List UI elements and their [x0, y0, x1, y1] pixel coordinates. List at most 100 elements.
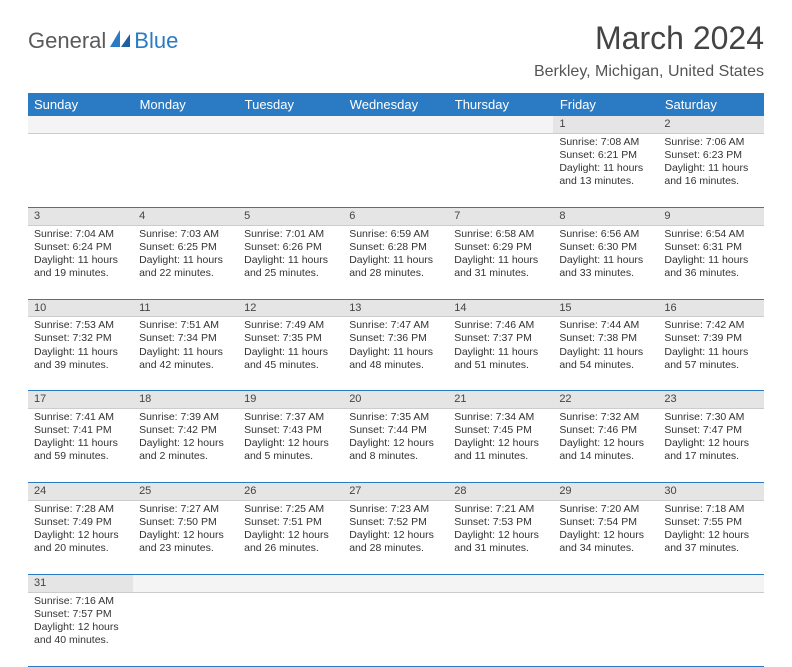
- day-line: Daylight: 12 hours: [349, 529, 442, 542]
- day-number-cell: 22: [553, 391, 658, 409]
- day-line: Sunset: 7:36 PM: [349, 332, 442, 345]
- day-data-cell: Sunrise: 7:23 AMSunset: 7:52 PMDaylight:…: [343, 500, 448, 574]
- day-line: Sunset: 6:26 PM: [244, 241, 337, 254]
- day-data-cell: Sunrise: 7:04 AMSunset: 6:24 PMDaylight:…: [28, 225, 133, 299]
- day-number-cell: 14: [448, 299, 553, 317]
- day-line: Daylight: 11 hours: [34, 254, 127, 267]
- day-line: and 2 minutes.: [139, 450, 232, 463]
- day-number-cell: 19: [238, 391, 343, 409]
- day-number-cell: 26: [238, 483, 343, 501]
- day-line: and 19 minutes.: [34, 267, 127, 280]
- calendar-data-row: Sunrise: 7:16 AMSunset: 7:57 PMDaylight:…: [28, 592, 764, 666]
- day-number-cell: [343, 116, 448, 133]
- day-number-cell: [343, 574, 448, 592]
- calendar-body: 12 Sunrise: 7:08 AMSunset: 6:21 PMDaylig…: [28, 116, 764, 666]
- calendar-daynum-row: 17181920212223: [28, 391, 764, 409]
- day-number-cell: [238, 574, 343, 592]
- day-line: Sunset: 7:54 PM: [559, 516, 652, 529]
- day-line: Daylight: 11 hours: [349, 254, 442, 267]
- day-header: Monday: [133, 93, 238, 116]
- day-number-cell: 31: [28, 574, 133, 592]
- day-line: and 57 minutes.: [664, 359, 757, 372]
- day-number-cell: 8: [553, 207, 658, 225]
- calendar-data-row: Sunrise: 7:04 AMSunset: 6:24 PMDaylight:…: [28, 225, 764, 299]
- day-line: and 37 minutes.: [664, 542, 757, 555]
- day-number-cell: 17: [28, 391, 133, 409]
- day-line: and 51 minutes.: [454, 359, 547, 372]
- day-line: Sunset: 7:42 PM: [139, 424, 232, 437]
- day-line: and 5 minutes.: [244, 450, 337, 463]
- day-line: Daylight: 12 hours: [244, 437, 337, 450]
- day-line: Daylight: 11 hours: [34, 346, 127, 359]
- day-line: Sunrise: 7:28 AM: [34, 503, 127, 516]
- day-line: Sunset: 7:49 PM: [34, 516, 127, 529]
- day-line: and 48 minutes.: [349, 359, 442, 372]
- day-line: Sunrise: 7:18 AM: [664, 503, 757, 516]
- day-number-cell: 27: [343, 483, 448, 501]
- day-line: Sunset: 7:55 PM: [664, 516, 757, 529]
- day-number-cell: [238, 116, 343, 133]
- day-data-cell: Sunrise: 7:20 AMSunset: 7:54 PMDaylight:…: [553, 500, 658, 574]
- day-line: Sunset: 7:51 PM: [244, 516, 337, 529]
- day-line: and 45 minutes.: [244, 359, 337, 372]
- day-line: and 8 minutes.: [349, 450, 442, 463]
- day-line: Sunrise: 6:58 AM: [454, 228, 547, 241]
- day-line: Sunset: 6:29 PM: [454, 241, 547, 254]
- day-line: Daylight: 11 hours: [139, 346, 232, 359]
- day-number-cell: 11: [133, 299, 238, 317]
- day-line: and 42 minutes.: [139, 359, 232, 372]
- day-line: Daylight: 12 hours: [349, 437, 442, 450]
- day-line: Sunrise: 7:27 AM: [139, 503, 232, 516]
- calendar-data-row: Sunrise: 7:08 AMSunset: 6:21 PMDaylight:…: [28, 133, 764, 207]
- day-number-cell: 12: [238, 299, 343, 317]
- day-data-cell: [238, 133, 343, 207]
- page-header: General Blue March 2024 Berkley, Michiga…: [28, 20, 764, 81]
- day-line: Daylight: 11 hours: [664, 162, 757, 175]
- day-line: and 31 minutes.: [454, 542, 547, 555]
- day-line: Sunset: 7:45 PM: [454, 424, 547, 437]
- day-line: Sunrise: 6:59 AM: [349, 228, 442, 241]
- calendar-data-row: Sunrise: 7:41 AMSunset: 7:41 PMDaylight:…: [28, 409, 764, 483]
- day-number-cell: 6: [343, 207, 448, 225]
- day-data-cell: [448, 133, 553, 207]
- day-line: and 33 minutes.: [559, 267, 652, 280]
- day-line: and 14 minutes.: [559, 450, 652, 463]
- day-line: Sunset: 6:28 PM: [349, 241, 442, 254]
- day-data-cell: Sunrise: 7:32 AMSunset: 7:46 PMDaylight:…: [553, 409, 658, 483]
- day-line: Daylight: 12 hours: [454, 437, 547, 450]
- day-data-cell: Sunrise: 6:54 AMSunset: 6:31 PMDaylight:…: [658, 225, 763, 299]
- day-data-cell: Sunrise: 7:51 AMSunset: 7:34 PMDaylight:…: [133, 317, 238, 391]
- day-line: Daylight: 12 hours: [139, 529, 232, 542]
- logo-text-general: General: [28, 28, 106, 54]
- calendar-data-row: Sunrise: 7:28 AMSunset: 7:49 PM Daylight:…: [28, 500, 764, 574]
- day-number-cell: [553, 574, 658, 592]
- day-line: and 31 minutes.: [454, 267, 547, 280]
- day-number-cell: 29: [553, 483, 658, 501]
- day-line: and 39 minutes.: [34, 359, 127, 372]
- day-data-cell: Sunrise: 7:53 AMSunset: 7:32 PMDaylight:…: [28, 317, 133, 391]
- day-data-cell: [133, 133, 238, 207]
- day-line: Sunset: 6:21 PM: [559, 149, 652, 162]
- day-line: Sunset: 7:41 PM: [34, 424, 127, 437]
- calendar-table: SundayMondayTuesdayWednesdayThursdayFrid…: [28, 93, 764, 667]
- month-title: March 2024: [534, 20, 764, 57]
- day-line: and 22 minutes.: [139, 267, 232, 280]
- day-number-cell: [448, 574, 553, 592]
- day-line: Sunset: 7:50 PM: [139, 516, 232, 529]
- day-line: Daylight: 11 hours: [454, 254, 547, 267]
- day-line: and 28 minutes.: [349, 267, 442, 280]
- day-header-row: SundayMondayTuesdayWednesdayThursdayFrid…: [28, 93, 764, 116]
- calendar-daynum-row: 10111213141516: [28, 299, 764, 317]
- day-line: Sunrise: 7:53 AM: [34, 319, 127, 332]
- day-line: Sunset: 7:57 PM: [34, 608, 127, 621]
- day-line: Daylight: 12 hours: [559, 437, 652, 450]
- day-line: Sunset: 7:34 PM: [139, 332, 232, 345]
- day-data-cell: Sunrise: 6:59 AMSunset: 6:28 PMDaylight:…: [343, 225, 448, 299]
- day-line: Sunrise: 7:49 AM: [244, 319, 337, 332]
- day-data-cell: Sunrise: 7:34 AMSunset: 7:45 PMDaylight:…: [448, 409, 553, 483]
- day-line: Daylight: 12 hours: [559, 529, 652, 542]
- day-line: Sunrise: 7:16 AM: [34, 595, 127, 608]
- day-data-cell: Sunrise: 7:46 AMSunset: 7:37 PMDaylight:…: [448, 317, 553, 391]
- day-line: Sunrise: 7:39 AM: [139, 411, 232, 424]
- day-number-cell: 21: [448, 391, 553, 409]
